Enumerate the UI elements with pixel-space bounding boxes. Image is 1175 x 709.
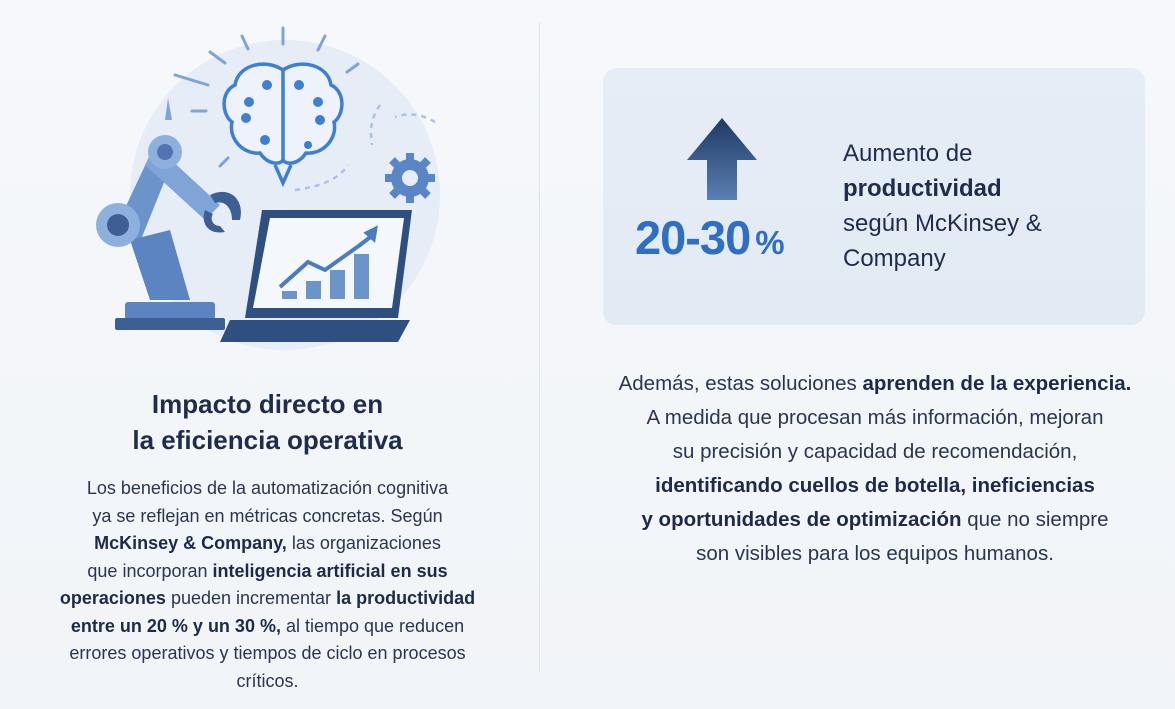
section-title: Impacto directo en la eficiencia operati… xyxy=(60,386,475,458)
text-line: identificando cuellos de botella, inefic… xyxy=(585,469,1165,503)
bold-text: entre un 20 % y un 30 %, xyxy=(70,615,281,636)
stat-description: Aumento de productividad según McKinsey & C… xyxy=(843,136,1042,276)
text: Company xyxy=(843,245,946,272)
text: que incorporan xyxy=(87,560,213,581)
text: las organizaciones xyxy=(286,533,441,553)
text-line: son visibles para los equipos humanos. xyxy=(585,537,1165,571)
text-line: su precisión y capacidad de recomendació… xyxy=(585,435,1165,469)
text: son visibles para los equipos humanos. xyxy=(696,542,1054,565)
text-line: Además, estas soluciones aprenden de la … xyxy=(585,367,1165,401)
text-line: A medida que procesan más información, m… xyxy=(585,401,1165,435)
text: críticos. xyxy=(236,670,299,691)
text: su precisión y capacidad de recomendació… xyxy=(672,440,1078,463)
text: A medida que procesan más información, m… xyxy=(646,406,1104,429)
text-line: Los beneficios de la automatización cogn… xyxy=(30,475,505,503)
text: que no siempre xyxy=(961,508,1109,531)
brain-circuit-icon xyxy=(222,62,344,188)
text: Además, estas soluciones xyxy=(618,372,863,395)
bold-text: inteligencia artificial en sus xyxy=(212,560,448,581)
bold-text: operaciones xyxy=(59,588,166,608)
bold-text: productividad xyxy=(843,175,1002,202)
stat-unit: % xyxy=(755,224,785,261)
title-line: la eficiencia operativa xyxy=(132,425,403,455)
text: al tiempo que reducen xyxy=(280,615,465,636)
text-line: McKinsey & Company, las organizaciones xyxy=(30,530,505,558)
text-line: críticos. xyxy=(30,668,505,696)
text-line: Company xyxy=(843,241,1042,276)
stat-number: 20-30 xyxy=(635,211,751,264)
text-line: Aumento de xyxy=(843,136,1042,171)
stat-value: 20-30% xyxy=(635,210,785,265)
rays xyxy=(173,26,360,168)
text-line: que incorporan inteligencia artificial e… xyxy=(30,558,505,586)
text: errores operativos y tiempos de ciclo en… xyxy=(69,643,466,663)
bar-chart-icon xyxy=(282,254,369,299)
bold-text: y oportunidades de optimización xyxy=(641,508,962,531)
bold-text: aprenden de la experiencia. xyxy=(862,372,1132,395)
text-line: operaciones pueden incrementar la produc… xyxy=(30,585,505,613)
text: pueden incrementar xyxy=(165,588,337,608)
left-paragraph: Los beneficios de la automatización cogn… xyxy=(30,475,505,695)
title-line: Impacto directo en xyxy=(151,389,384,419)
bold-text: la productividad xyxy=(336,588,476,608)
text-line: ya se reflejan en métricas concretas. Se… xyxy=(30,503,505,531)
text-line: entre un 20 % y un 30 %, al tiempo que r… xyxy=(30,613,505,641)
robot-arm-icon xyxy=(96,98,241,330)
text-line: errores operativos y tiempos de ciclo en… xyxy=(30,640,505,668)
automation-illustration xyxy=(96,26,440,350)
text-line: y oportunidades de optimización que no s… xyxy=(585,503,1165,537)
dashed-arrows xyxy=(294,104,436,192)
text-line: productividad xyxy=(843,171,1042,206)
column-divider xyxy=(539,22,540,672)
productivity-stat-card: 20-30% Aumento de productividad según McKi… xyxy=(603,68,1145,325)
bold-text: McKinsey & Company, xyxy=(94,533,287,553)
text-line: según McKinsey & xyxy=(843,206,1042,241)
laptop-chart-icon xyxy=(220,210,412,342)
text: Los beneficios de la automatización cogn… xyxy=(86,478,449,498)
right-paragraph: Además, estas soluciones aprenden de la … xyxy=(585,367,1165,571)
text: Aumento de xyxy=(843,140,973,167)
text: según McKinsey & xyxy=(843,210,1042,237)
text: ya se reflejan en métricas concretas. Se… xyxy=(92,505,443,526)
gear-icon xyxy=(385,153,435,203)
arrow-up-icon xyxy=(687,118,757,200)
bold-text: identificando cuellos de botella, inefic… xyxy=(655,474,1095,497)
